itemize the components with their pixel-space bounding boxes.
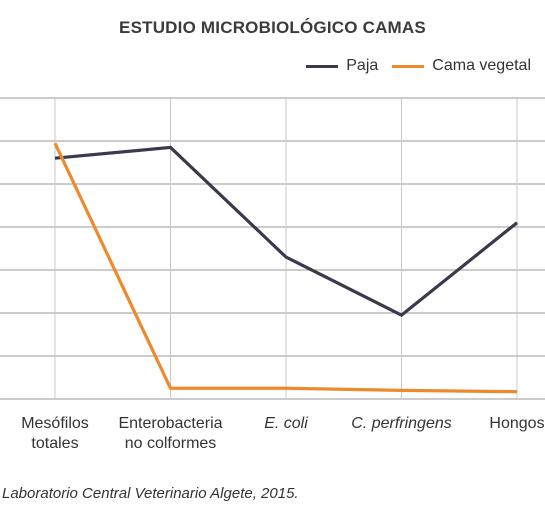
legend-label-paja: Paja	[346, 57, 379, 74]
legend-item-paja: Paja	[306, 57, 378, 75]
legend-swatch-cama-vegetal	[392, 64, 425, 68]
x-tick-label: E. coli	[264, 415, 308, 432]
legend: Paja Cama vegetal	[292, 57, 531, 75]
x-tick-label: Enterobacteria no colformes	[118, 415, 222, 452]
legend-label-cama-vegetal: Cama vegetal	[432, 57, 531, 74]
series-line-paja	[54, 145, 518, 318]
series-line-cama-vegetal	[53, 142, 518, 394]
legend-item-cama-vegetal: Cama vegetal	[392, 57, 531, 75]
source-note: Laboratorio Central Veterinario Algete, …	[2, 485, 299, 502]
legend-swatch-paja	[306, 64, 339, 68]
chart-title: ESTUDIO MICROBIOLÓGICO CAMAS	[119, 18, 426, 37]
x-tick-label: Mesófilos totales	[21, 415, 89, 452]
chart-plot: Mesófilos totales Enterobacteria no colform…	[0, 97, 545, 452]
x-tick-label: C. perfringens	[351, 415, 452, 432]
x-tick-label: Hongos	[489, 415, 544, 432]
